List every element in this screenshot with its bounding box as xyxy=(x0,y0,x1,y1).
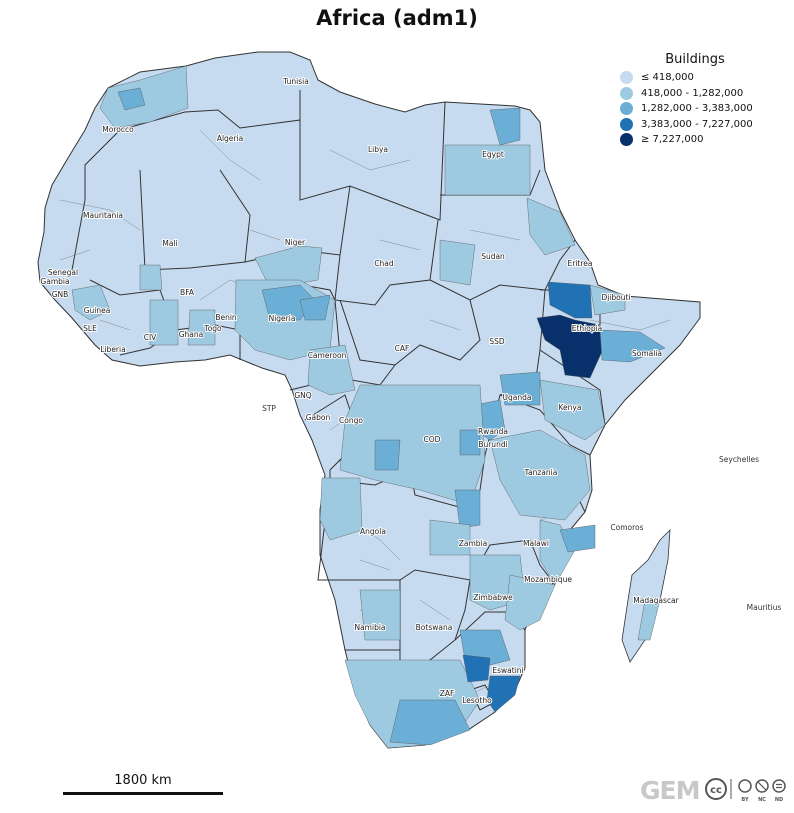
label-ethiopia: Ethiopia xyxy=(572,324,603,333)
label-malawi: Malawi xyxy=(523,539,549,548)
label-ghana: Ghana xyxy=(179,330,204,339)
madagascar-region xyxy=(637,599,661,641)
cc-license-logo: cc BY NC ND xyxy=(705,778,786,803)
label-nigeria: Nigeria xyxy=(269,314,296,323)
map-title: Africa (adm1) xyxy=(316,6,478,30)
legend-swatch xyxy=(620,102,633,116)
legend-item: 3,383,000 - 7,227,000 xyxy=(620,117,790,133)
label-gnq: GNQ xyxy=(294,391,311,400)
label-mauritania: Mauritania xyxy=(83,211,123,220)
label-gnb: GNB xyxy=(52,290,69,299)
label-uganda: Uganda xyxy=(503,393,532,402)
label-morocco: Morocco xyxy=(102,125,134,134)
legend-item: 1,282,000 - 3,383,000 xyxy=(620,101,790,117)
label-rwanda: Rwanda xyxy=(478,427,508,436)
label-civ: CIV xyxy=(144,333,157,342)
label-madagascar: Madagascar xyxy=(633,596,679,605)
label-namibia: Namibia xyxy=(354,623,385,632)
label-burundi: Burundi xyxy=(478,440,507,449)
label-sudan: Sudan xyxy=(481,252,505,261)
legend: Buildings ≤ 418,000 418,000 - 1,282,000 … xyxy=(620,52,790,148)
label-tanzania: Tanzania xyxy=(524,468,558,477)
legend-label: 418,000 - 1,282,000 xyxy=(641,87,744,99)
label-angola: Angola xyxy=(360,527,386,536)
scale-bar: 1800 km xyxy=(63,773,223,795)
label-sle: SLE xyxy=(83,324,97,333)
label-bfa: BFA xyxy=(180,288,195,297)
label-congo: Congo xyxy=(339,416,363,425)
label-togo: Togo xyxy=(203,324,222,333)
legend-item: ≤ 418,000 xyxy=(620,70,790,86)
legend-swatch xyxy=(620,117,633,131)
legend-title: Buildings xyxy=(665,52,725,67)
cc-nc: NC xyxy=(758,797,766,803)
svg-text:cc: cc xyxy=(710,785,722,796)
madagascar-island xyxy=(621,528,671,663)
label-stp: STP xyxy=(262,404,276,413)
label-egypt: Egypt xyxy=(482,150,504,159)
legend-swatch xyxy=(620,86,633,100)
label-seychelles: Seychelles xyxy=(719,455,759,464)
label-caf: CAF xyxy=(395,344,410,353)
label-gambia: Gambia xyxy=(40,277,69,286)
label-somalia: Somalia xyxy=(632,349,662,358)
label-eswatini: Eswatini xyxy=(492,666,523,675)
label-chad: Chad xyxy=(374,259,394,268)
legend-label: ≤ 418,000 xyxy=(641,72,694,84)
label-algeria: Algeria xyxy=(217,134,243,143)
legend-swatch xyxy=(620,71,633,85)
label-botswana: Botswana xyxy=(416,623,453,632)
label-libya: Libya xyxy=(368,145,388,154)
cc-nd: ND xyxy=(775,797,783,803)
label-senegal: Senegal xyxy=(48,268,78,277)
label-gabon: Gabon xyxy=(306,413,331,422)
label-comoros: Comoros xyxy=(610,523,643,532)
legend-label: ≥ 7,227,000 xyxy=(641,134,704,146)
label-mali: Mali xyxy=(162,239,177,248)
label-mauritius: Mauritius xyxy=(747,603,782,612)
cc-by: BY xyxy=(741,797,749,803)
label-cameroon: Cameroon xyxy=(308,351,347,360)
label-tunisia: Tunisia xyxy=(282,77,309,86)
legend-item: ≥ 7,227,000 xyxy=(620,132,790,148)
legend-swatch xyxy=(620,133,633,147)
label-kenya: Kenya xyxy=(559,403,582,412)
legend-label: 1,282,000 - 3,383,000 xyxy=(641,103,753,115)
scale-bar-line xyxy=(63,792,223,795)
label-ssd: SSD xyxy=(489,337,505,346)
label-niger: Niger xyxy=(285,238,306,247)
country-labels: Morocco Algeria Tunisia Libya Egypt Maur… xyxy=(39,76,782,706)
label-cod: COD xyxy=(424,435,441,444)
gem-logo: GEM xyxy=(640,776,700,805)
label-zimbabwe: Zimbabwe xyxy=(473,593,513,602)
label-guinea: Guinea xyxy=(84,306,111,315)
label-lesotho: Lesotho xyxy=(462,696,492,705)
label-eritrea: Eritrea xyxy=(568,259,593,268)
legend-item: 418,000 - 1,282,000 xyxy=(620,86,790,102)
label-zaf: ZAF xyxy=(440,689,455,698)
label-mozambique: Mozambique xyxy=(524,575,572,584)
scale-bar-label: 1800 km xyxy=(114,773,172,788)
label-zambia: Zambia xyxy=(459,539,487,548)
label-benin: Benin xyxy=(215,313,237,322)
label-liberia: Liberia xyxy=(100,345,125,354)
shaded-regions xyxy=(71,65,666,749)
legend-label: 3,383,000 - 7,227,000 xyxy=(641,118,753,130)
label-djibouti: Djibouti xyxy=(601,293,630,302)
